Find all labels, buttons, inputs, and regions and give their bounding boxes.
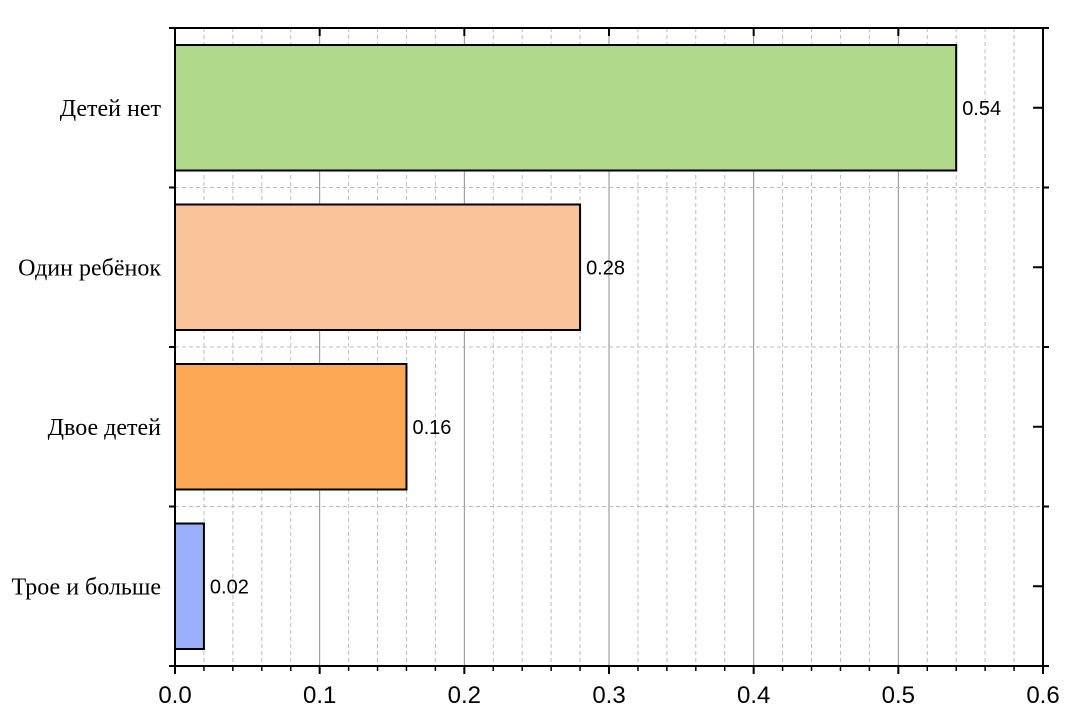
x-tick-label: 0.0 bbox=[158, 682, 191, 709]
plot-frame bbox=[169, 27, 1049, 674]
data-label: 0.02 bbox=[210, 576, 249, 598]
x-tick-label: 0.2 bbox=[448, 682, 481, 709]
x-tick-label: 0.4 bbox=[737, 682, 770, 709]
x-tick-label: 0.3 bbox=[592, 682, 625, 709]
bar bbox=[174, 44, 958, 172]
data-label: 0.28 bbox=[586, 257, 625, 279]
labels-layer: Детей нет 0.54 Один ребёнок 0.28 Двое детей 0… bbox=[12, 96, 1060, 709]
category-label: Двое детей bbox=[48, 415, 161, 441]
category-label: Детей нет bbox=[60, 96, 162, 122]
bar bbox=[174, 203, 582, 331]
x-tick-label: 0.1 bbox=[303, 682, 336, 709]
category-label: Трое и больше bbox=[12, 574, 161, 600]
data-label: 0.16 bbox=[412, 417, 451, 439]
bar bbox=[174, 363, 408, 491]
category-label: Один ребёнок bbox=[18, 255, 161, 281]
bar bbox=[174, 522, 205, 650]
x-tick-label: 0.5 bbox=[882, 682, 915, 709]
x-tick-label: 0.6 bbox=[1026, 682, 1059, 709]
bars-layer bbox=[174, 44, 958, 650]
data-label: 0.54 bbox=[962, 98, 1001, 120]
